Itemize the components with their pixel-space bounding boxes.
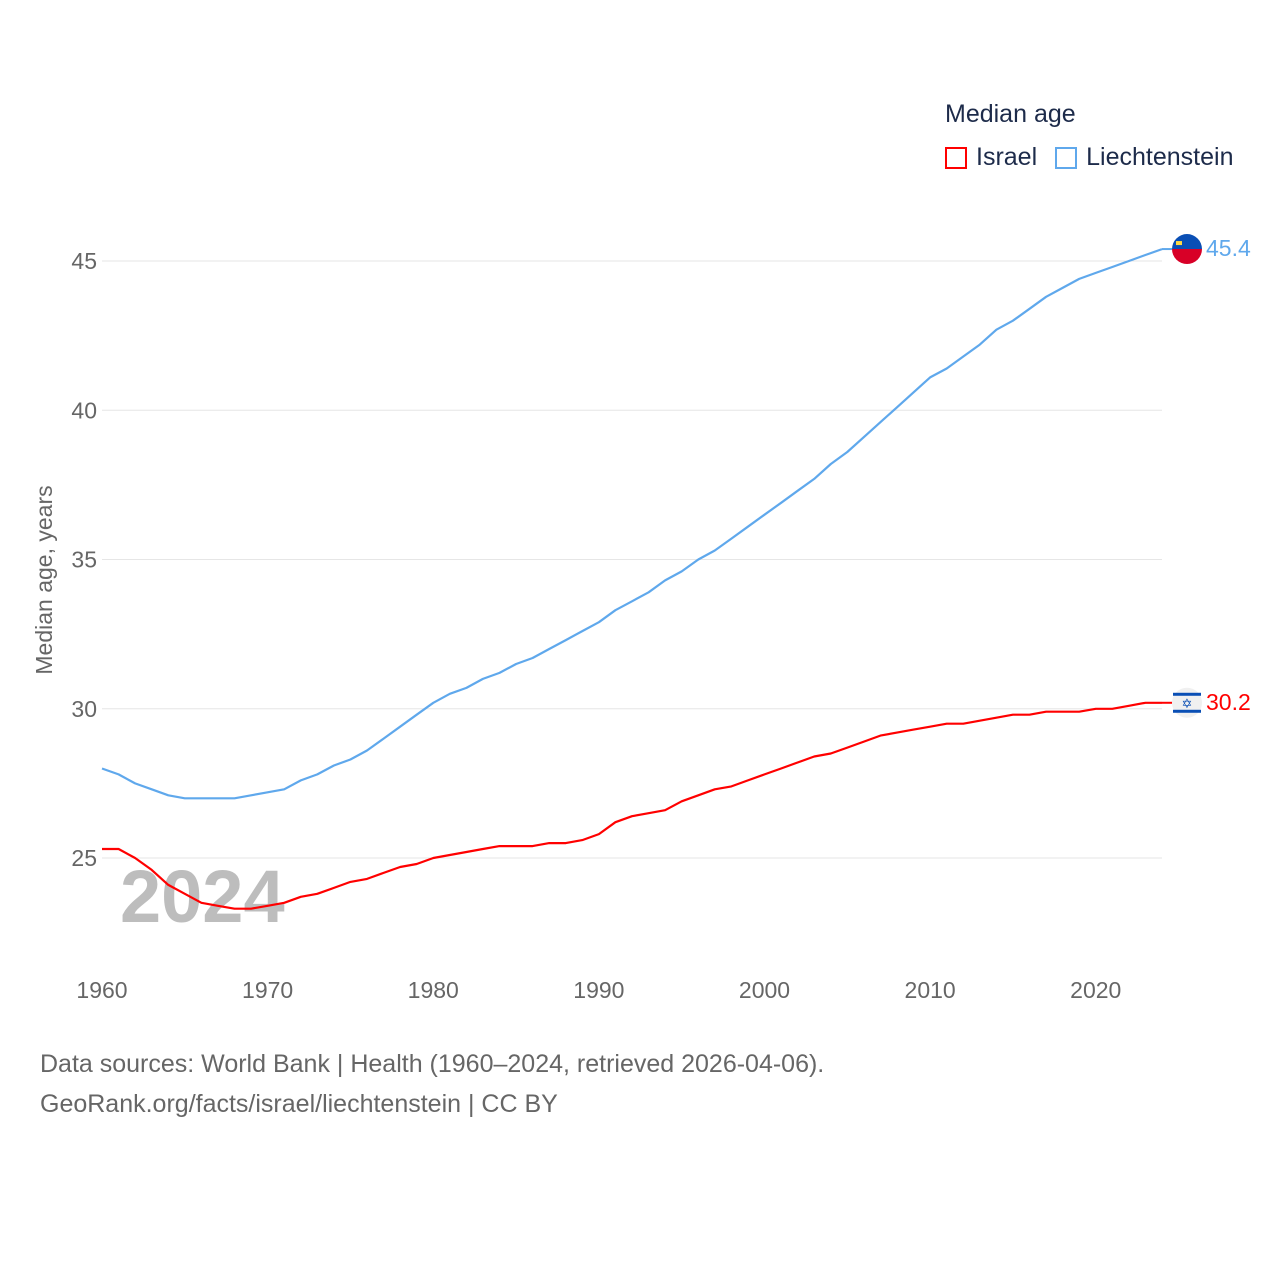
legend-swatch-israel — [945, 146, 967, 169]
y-tick-label: 40 — [71, 397, 97, 423]
year-watermark: 2024 — [120, 855, 285, 938]
liechtenstein-flag-icon — [1172, 249, 1202, 265]
israel-flag-stripe — [1173, 692, 1201, 696]
x-tick-label: 2010 — [905, 977, 956, 1003]
x-tick-label: 1960 — [76, 977, 127, 1003]
legend-label-liechtenstein: Liechtenstein — [1086, 143, 1234, 171]
y-tick-label: 25 — [71, 845, 97, 871]
x-tick-label: 1970 — [242, 977, 293, 1003]
x-tick-label: 1980 — [408, 977, 459, 1003]
y-axis-label: Median age, years — [31, 485, 57, 674]
legend-item-israel[interactable]: Israel — [945, 143, 1037, 172]
israel-flag-stripe — [1173, 709, 1201, 713]
star-of-david-icon: ✡ — [1182, 696, 1193, 711]
y-tick-label: 45 — [71, 248, 97, 274]
legend-swatch-liechtenstein — [1055, 146, 1078, 169]
x-tick-label: 1990 — [573, 977, 624, 1003]
data-source-text: Data sources: World Bank | Health (1960–… — [40, 1050, 825, 1078]
crown-icon — [1176, 241, 1182, 246]
end-value-label: 30.2 — [1206, 689, 1251, 715]
footer: Data sources: World Bank | Health (1960–… — [40, 1044, 824, 1124]
series-line-liechtenstein — [101, 248, 1163, 800]
legend: Israel Liechtenstein — [945, 143, 1251, 172]
x-tick-label: 2020 — [1070, 977, 1121, 1003]
y-tick-label: 35 — [71, 547, 97, 573]
x-tick-label: 2000 — [739, 977, 790, 1003]
end-value-label: 45.4 — [1206, 235, 1251, 261]
y-tick-label: 30 — [71, 696, 97, 722]
liechtenstein-flag-icon — [1172, 234, 1202, 250]
legend-item-liechtenstein[interactable]: Liechtenstein — [1055, 143, 1233, 172]
legend-title: Median age — [945, 100, 1076, 128]
attribution-text: GeoRank.org/facts/israel/liechtenstein |… — [40, 1090, 558, 1118]
series-line-israel — [102, 701, 1162, 910]
legend-label-israel: Israel — [976, 143, 1038, 171]
